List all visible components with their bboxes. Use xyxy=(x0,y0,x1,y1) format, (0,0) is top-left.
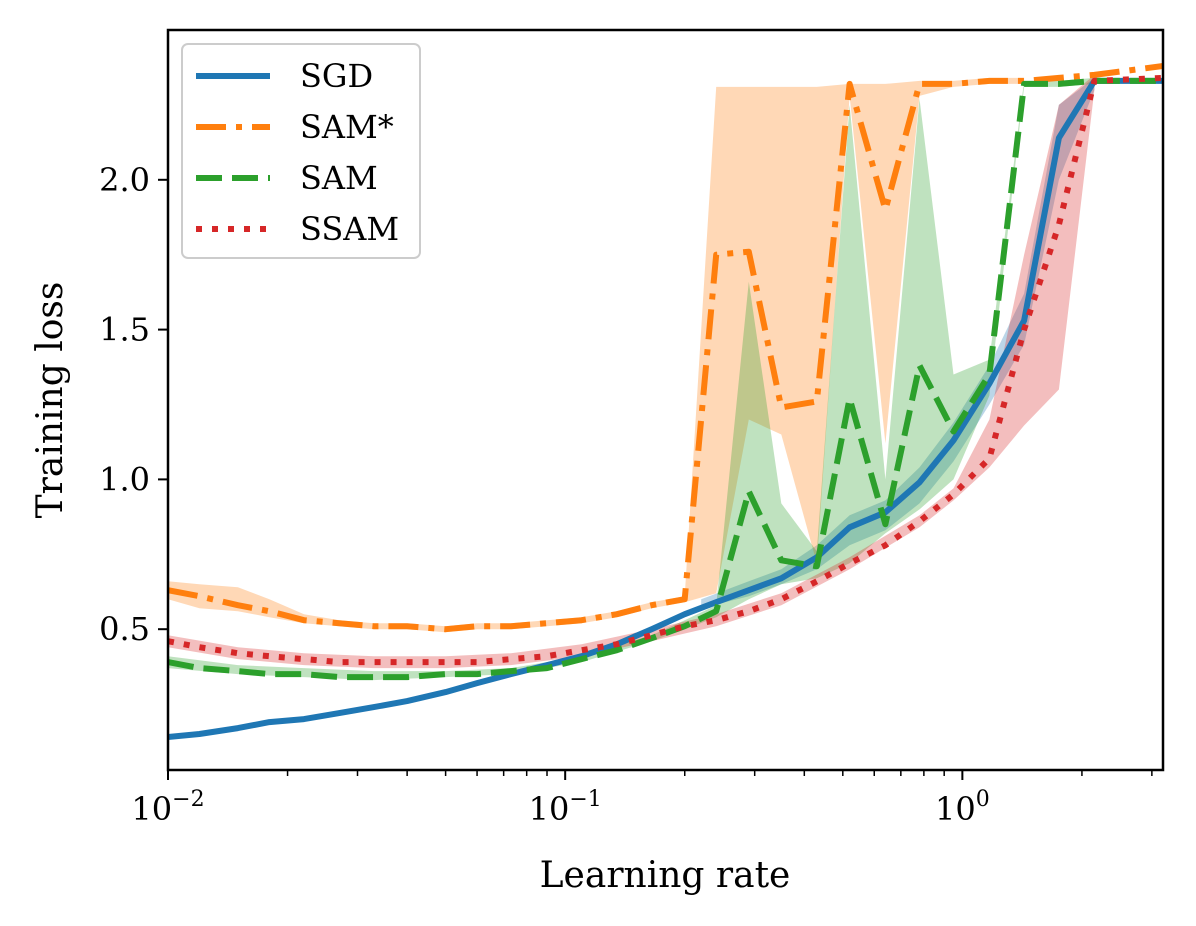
y-axis-ticks: 0.5 1.0 1.5 2.0 xyxy=(99,161,168,648)
sam-line xyxy=(168,77,1163,681)
x-axis-label: Learning rate xyxy=(540,855,791,896)
series-lines xyxy=(168,63,1163,740)
legend-label-ssam: SSAM xyxy=(300,210,399,248)
legend-label-sam: SAM* xyxy=(300,108,394,146)
y-tick-label: 0.5 xyxy=(99,610,150,648)
legend: SGD SAM* SAM SSAM xyxy=(181,43,421,259)
y-axis-label: Training loss xyxy=(30,282,71,519)
y-tick-label: 1.0 xyxy=(99,460,150,498)
x-axis-ticks: 10−2 10−1 100 xyxy=(131,770,1153,828)
ssam-line xyxy=(168,74,1163,666)
sam-band xyxy=(168,77,1095,681)
x-tick-label: 10−1 xyxy=(529,787,602,828)
y-tick-label: 2.0 xyxy=(99,161,150,199)
sam-line xyxy=(168,63,1163,633)
sgd-line xyxy=(168,77,1163,740)
x-tick-label: 10−2 xyxy=(131,787,204,828)
x-tick-label: 100 xyxy=(935,787,990,828)
plot-frame xyxy=(166,28,1165,772)
sam-band xyxy=(168,77,1025,633)
legend-label-sam: SAM xyxy=(300,159,378,197)
legend-box xyxy=(181,43,421,259)
y-tick-label: 1.5 xyxy=(99,311,150,349)
legend-label-sgd: SGD xyxy=(300,57,373,95)
